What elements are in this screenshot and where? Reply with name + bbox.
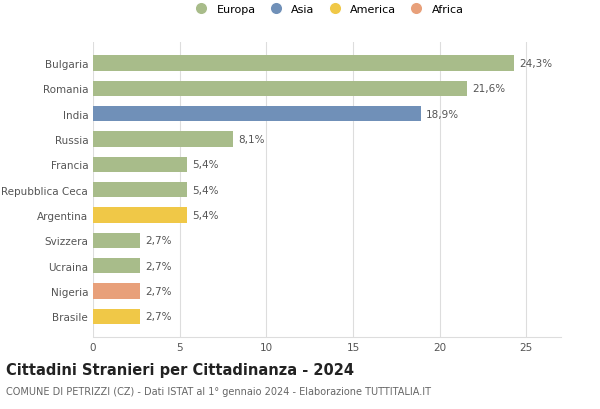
- Bar: [93, 309, 140, 324]
- Bar: [93, 132, 233, 147]
- Text: 5,4%: 5,4%: [192, 185, 218, 195]
- Bar: [93, 208, 187, 223]
- Legend: Europa, Asia, America, Africa: Europa, Asia, America, Africa: [188, 3, 466, 17]
- Text: 2,7%: 2,7%: [145, 261, 172, 271]
- Text: 2,7%: 2,7%: [145, 312, 172, 321]
- Text: 24,3%: 24,3%: [520, 59, 553, 69]
- Bar: [93, 258, 140, 274]
- Text: 2,7%: 2,7%: [145, 286, 172, 296]
- Bar: [93, 107, 421, 122]
- Bar: [93, 81, 467, 97]
- Bar: [93, 56, 514, 72]
- Bar: [93, 157, 187, 173]
- Text: 5,4%: 5,4%: [192, 160, 218, 170]
- Bar: [93, 233, 140, 248]
- Text: 18,9%: 18,9%: [426, 110, 459, 119]
- Text: 8,1%: 8,1%: [239, 135, 265, 145]
- Text: 2,7%: 2,7%: [145, 236, 172, 246]
- Text: 5,4%: 5,4%: [192, 211, 218, 220]
- Bar: [93, 283, 140, 299]
- Bar: [93, 182, 187, 198]
- Text: Cittadini Stranieri per Cittadinanza - 2024: Cittadini Stranieri per Cittadinanza - 2…: [6, 362, 354, 377]
- Text: COMUNE DI PETRIZZI (CZ) - Dati ISTAT al 1° gennaio 2024 - Elaborazione TUTTITALI: COMUNE DI PETRIZZI (CZ) - Dati ISTAT al …: [6, 387, 431, 396]
- Text: 21,6%: 21,6%: [473, 84, 506, 94]
